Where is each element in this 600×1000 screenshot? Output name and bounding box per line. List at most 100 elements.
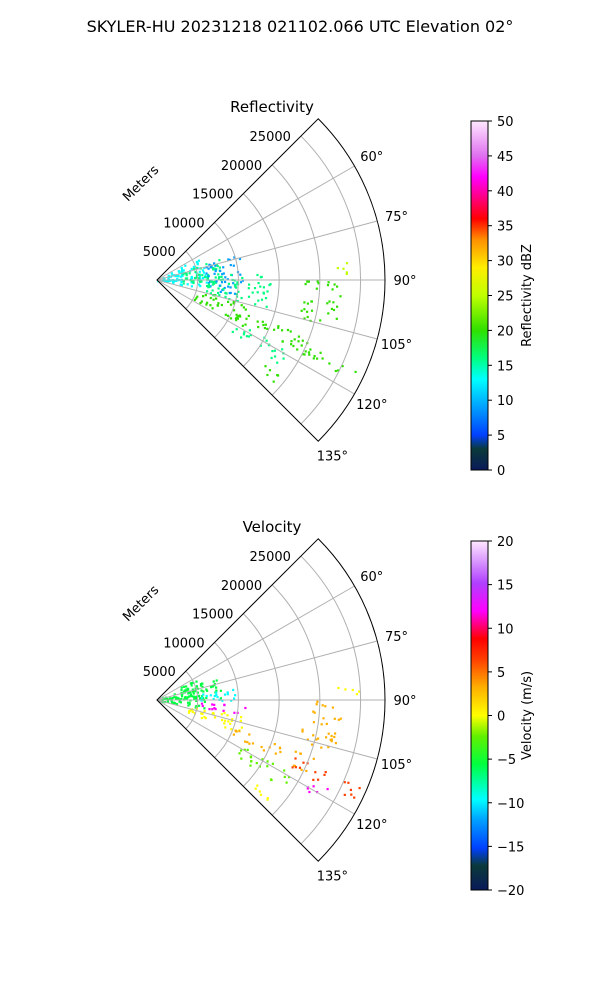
echo-gate xyxy=(334,732,337,735)
echo-gate xyxy=(224,313,227,316)
echo-gate xyxy=(219,290,222,293)
echo-gate xyxy=(302,353,305,356)
echo-gate xyxy=(224,280,227,283)
echo-gate xyxy=(244,323,247,326)
echo-gate xyxy=(265,339,268,342)
echo-gate xyxy=(213,684,216,687)
echo-gate xyxy=(248,733,251,736)
echo-gate xyxy=(240,296,243,300)
echo-gate xyxy=(198,704,201,707)
echo-gate xyxy=(302,761,305,764)
echo-gate xyxy=(227,285,230,288)
echo-gate xyxy=(264,323,267,326)
echo-gate xyxy=(211,703,214,706)
echo-gate xyxy=(248,329,251,332)
echo-gate xyxy=(312,357,315,360)
echo-gate xyxy=(271,762,274,765)
echo-gate xyxy=(267,344,270,347)
echo-gate xyxy=(178,698,181,701)
echo-gate xyxy=(277,325,280,328)
echo-gate xyxy=(254,303,257,306)
echo-gate xyxy=(289,330,292,333)
echo-gate xyxy=(331,706,334,709)
echo-gate xyxy=(199,277,202,280)
echo-gate xyxy=(176,278,179,281)
echo-gate xyxy=(204,274,207,277)
echo-gate xyxy=(200,300,203,303)
echo-gate xyxy=(219,689,222,692)
figure-suptitle: SKYLER-HU 20231218 021102.066 UTC Elevat… xyxy=(87,17,514,36)
echo-gate xyxy=(274,355,277,358)
echo-gate xyxy=(211,289,214,292)
echo-gate xyxy=(278,746,281,749)
echo-gate xyxy=(223,719,227,722)
azimuth-gridline xyxy=(156,640,378,701)
echo-gate xyxy=(241,279,244,282)
echo-gate xyxy=(281,340,284,343)
echo-gate xyxy=(339,295,342,298)
echo-gate xyxy=(223,703,226,706)
echo-gate xyxy=(262,749,265,752)
echo-gate xyxy=(206,301,209,304)
echo-gate xyxy=(316,357,319,360)
echo-gate xyxy=(312,721,315,724)
echo-gate xyxy=(215,691,218,694)
echo-gate xyxy=(212,298,215,301)
echo-gate xyxy=(218,284,221,287)
echo-gate xyxy=(293,764,296,768)
colorbar-tick-label: 0 xyxy=(497,710,505,725)
echo-gate xyxy=(349,788,352,791)
echo-gate xyxy=(233,697,236,700)
echo-gate xyxy=(207,267,210,270)
echo-gate xyxy=(192,281,195,285)
echo-gate xyxy=(306,315,309,319)
echo-gate xyxy=(224,295,227,298)
azimuth-tick-label: 105° xyxy=(381,338,412,353)
echo-gate xyxy=(232,688,235,692)
echo-gate xyxy=(207,283,210,286)
echo-gate xyxy=(168,280,171,283)
echo-gate xyxy=(255,762,258,765)
echo-gate xyxy=(227,282,230,285)
echo-gate xyxy=(199,285,202,288)
echo-gate xyxy=(208,280,211,283)
echo-gate xyxy=(232,264,235,267)
echo-gate xyxy=(201,685,204,688)
echo-gate xyxy=(230,273,233,276)
echo-gate xyxy=(186,277,189,280)
echo-gate xyxy=(193,298,197,301)
echo-gate xyxy=(204,294,207,297)
echo-gate xyxy=(239,719,242,722)
echo-gate xyxy=(285,781,288,784)
echo-gate xyxy=(225,292,228,295)
echo-gate xyxy=(201,712,204,716)
echo-gate xyxy=(212,711,215,715)
azimuth-gridline xyxy=(156,279,355,395)
echo-gate xyxy=(203,710,206,713)
echo-gate xyxy=(191,710,194,713)
echo-gate xyxy=(207,273,210,276)
echo-gate xyxy=(312,757,315,760)
echo-gate xyxy=(219,697,222,700)
range-tick-label: 5000 xyxy=(143,245,176,260)
echo-gate xyxy=(273,328,276,331)
echo-gate xyxy=(235,319,238,322)
echo-gate xyxy=(303,301,306,304)
echo-gate xyxy=(187,711,191,714)
echo-gate xyxy=(238,752,241,755)
echo-gate xyxy=(177,275,180,278)
echo-gate xyxy=(259,793,263,796)
echo-gate xyxy=(261,758,264,761)
echo-gate xyxy=(249,334,252,337)
echo-gate xyxy=(175,697,178,701)
echo-gate xyxy=(315,287,318,290)
echo-gate xyxy=(221,718,224,722)
echo-gate xyxy=(237,290,240,293)
echo-gate xyxy=(221,273,224,276)
echo-gate xyxy=(353,796,356,799)
echo-gate xyxy=(254,787,257,790)
echo-gate xyxy=(216,265,219,268)
echo-gate xyxy=(181,268,184,271)
panel-title: Reflectivity xyxy=(230,98,314,116)
